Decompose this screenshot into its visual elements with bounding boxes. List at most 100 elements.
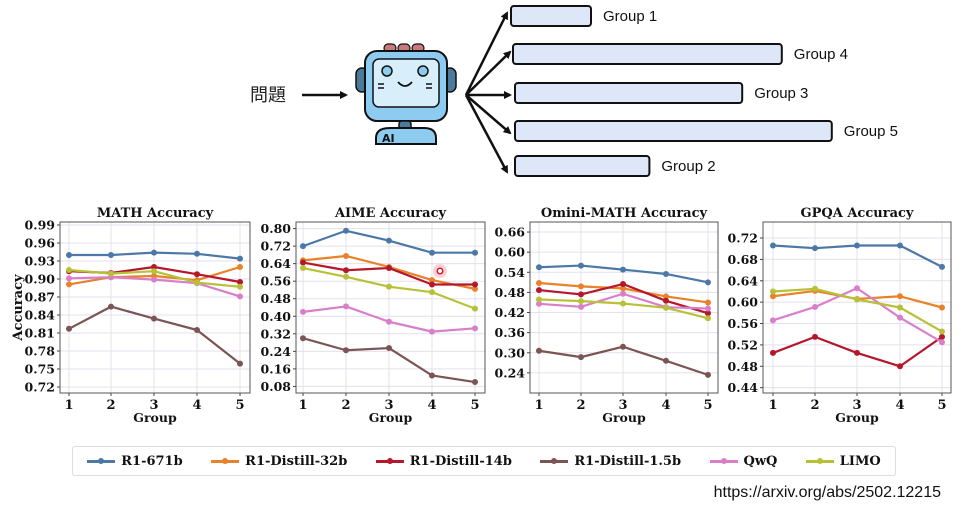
data-point bbox=[536, 296, 542, 303]
data-point bbox=[705, 371, 711, 378]
data-point bbox=[897, 363, 903, 370]
x-tick-label: 1 bbox=[534, 398, 543, 413]
data-point bbox=[536, 347, 542, 354]
data-point bbox=[472, 325, 478, 332]
y-tick-label: 0.75 bbox=[25, 362, 55, 377]
data-point bbox=[770, 317, 776, 324]
group-bar bbox=[514, 82, 744, 104]
y-tick-label: 0.72 bbox=[25, 380, 55, 395]
data-point bbox=[620, 343, 626, 350]
data-point bbox=[578, 283, 584, 290]
x-tick-label: 5 bbox=[235, 398, 244, 413]
data-point bbox=[663, 293, 669, 300]
y-tick-label: 0.93 bbox=[25, 254, 55, 269]
plot-area bbox=[59, 221, 251, 394]
y-tick-label: 0.72 bbox=[728, 231, 758, 246]
data-point bbox=[663, 304, 669, 311]
data-point bbox=[812, 285, 818, 292]
group-bar bbox=[514, 120, 833, 142]
y-tick-label: 0.64 bbox=[728, 273, 759, 288]
legend-swatch-icon bbox=[709, 456, 738, 466]
legend-item: R1-Distill-14b bbox=[375, 454, 512, 469]
data-point bbox=[812, 245, 818, 252]
data-point bbox=[897, 293, 903, 300]
data-point bbox=[620, 300, 626, 307]
data-point bbox=[578, 354, 584, 361]
data-point bbox=[66, 275, 72, 282]
y-tick-label: 0.84 bbox=[25, 308, 56, 323]
y-tick-label: 0.60 bbox=[495, 245, 526, 260]
x-tick-label: 4 bbox=[192, 398, 201, 413]
data-point bbox=[66, 267, 72, 273]
y-tick-label: 0.42 bbox=[495, 305, 525, 320]
group-label: Group 4 bbox=[794, 46, 848, 63]
chart-legend: R1-671b R1-Distill-32b R1-Distill-14b R1-Di… bbox=[72, 446, 896, 476]
data-point bbox=[429, 372, 435, 379]
data-point bbox=[578, 298, 584, 305]
data-point bbox=[705, 305, 711, 312]
robot-icon: AI bbox=[355, 43, 457, 145]
data-point bbox=[386, 345, 392, 352]
data-point bbox=[472, 249, 478, 256]
x-tick-label: 5 bbox=[937, 398, 946, 413]
data-point bbox=[897, 304, 903, 311]
plot-frame bbox=[59, 221, 251, 394]
source-url[interactable]: https://arxiv.org/abs/2502.12215 bbox=[713, 484, 941, 501]
y-tick-label: 0.32 bbox=[261, 326, 291, 341]
x-tick-label: 4 bbox=[895, 398, 904, 413]
cursor-indicator bbox=[433, 264, 447, 278]
legend-label: QwQ bbox=[743, 453, 778, 469]
data-point bbox=[429, 281, 435, 288]
legend-swatch-icon bbox=[211, 456, 240, 466]
data-point bbox=[854, 296, 860, 303]
data-point bbox=[663, 270, 669, 277]
data-point bbox=[343, 267, 349, 274]
y-tick-label: 0.81 bbox=[25, 326, 55, 341]
accuracy-charts: 0.72 0.75 0.78 0.81 0.84 0.87 0.90 0.93 0.96 0.99… bbox=[11, 206, 952, 425]
data-point bbox=[897, 242, 903, 249]
y-tick-label: 0.78 bbox=[25, 344, 56, 359]
chart-title: AIME Accuracy bbox=[334, 206, 447, 221]
x-tick-label: 3 bbox=[618, 398, 627, 413]
group-label: Group 3 bbox=[754, 85, 808, 102]
data-point bbox=[300, 335, 306, 342]
data-point bbox=[854, 242, 860, 249]
y-tick-label: 0.99 bbox=[25, 218, 55, 233]
y-axis-label: Accuracy bbox=[11, 274, 26, 342]
data-point bbox=[108, 252, 114, 258]
data-point bbox=[854, 349, 860, 356]
y-tick-label: 0.30 bbox=[495, 345, 526, 360]
data-point bbox=[108, 303, 114, 310]
data-point bbox=[194, 250, 200, 257]
data-point bbox=[472, 281, 478, 288]
data-point bbox=[343, 273, 349, 280]
data-point bbox=[429, 277, 435, 284]
group-bar bbox=[514, 155, 651, 177]
x-tick-label: 1 bbox=[64, 398, 73, 413]
x-axis-label: Group bbox=[835, 410, 879, 425]
data-point bbox=[386, 237, 392, 244]
chart-2: 0.08 0.16 0.24 0.32 0.40 0.48 0.56 0.64 0.72 0.80… bbox=[261, 206, 486, 425]
chart-title: Omini-MATH Accuracy bbox=[541, 206, 708, 221]
legend-label: R1-Distill-32b bbox=[245, 453, 348, 469]
fan-out-arrows bbox=[464, 11, 512, 174]
data-point bbox=[705, 310, 711, 317]
y-tick-label: 0.08 bbox=[261, 379, 292, 394]
data-point bbox=[194, 327, 200, 333]
data-point bbox=[939, 333, 945, 340]
data-point bbox=[300, 308, 306, 315]
data-point bbox=[620, 290, 626, 297]
data-point bbox=[343, 252, 349, 259]
data-point bbox=[237, 264, 243, 270]
group-label: Group 5 bbox=[844, 123, 898, 140]
data-point bbox=[705, 315, 711, 322]
legend-label: R1-Distill-1.5b bbox=[574, 453, 682, 469]
data-point bbox=[151, 268, 157, 275]
x-tick-label: 2 bbox=[341, 398, 350, 413]
data-point bbox=[108, 270, 114, 277]
data-point bbox=[536, 280, 542, 287]
x-tick-label: 5 bbox=[470, 398, 479, 413]
plot-frame bbox=[529, 221, 719, 394]
data-point bbox=[705, 299, 711, 306]
data-point bbox=[939, 263, 945, 270]
